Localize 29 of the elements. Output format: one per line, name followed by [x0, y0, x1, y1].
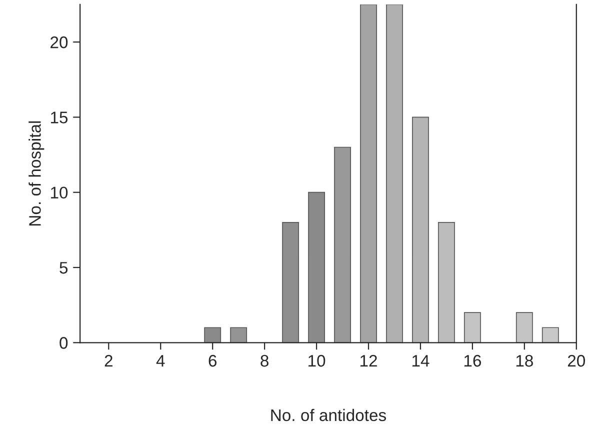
x-tick-label: 14	[412, 355, 430, 367]
bar	[542, 327, 559, 343]
y-axis-title: No. of hospital	[28, 121, 44, 226]
x-tick-label: 4	[156, 355, 165, 367]
x-tick-label: 20	[568, 354, 586, 367]
bar	[204, 327, 222, 343]
bar	[360, 4, 377, 343]
y-tick-label: 0	[60, 337, 68, 349]
y-tick-label: 10	[50, 186, 68, 199]
bar	[464, 312, 481, 343]
x-tick-label: 18	[516, 354, 533, 367]
bar	[308, 192, 326, 343]
x-tick-label: 10	[308, 354, 326, 367]
bar	[334, 146, 351, 343]
y-tick-label: 20	[50, 36, 68, 48]
bar	[282, 222, 300, 343]
x-tick-label: 8	[260, 354, 268, 367]
y-tick-label: 5	[60, 262, 68, 274]
x-tick-label: 16	[464, 354, 481, 367]
x-tick-label: 2	[104, 354, 112, 367]
bar	[230, 327, 248, 343]
y-tick-label: 15	[50, 112, 68, 124]
x-tick-label: 6	[208, 354, 216, 367]
x-axis-title: No. of antidotes	[271, 408, 386, 422]
bar	[438, 222, 455, 343]
bar	[412, 116, 429, 343]
bar	[516, 312, 533, 343]
bar	[386, 4, 403, 343]
x-tick-label: 12	[360, 354, 377, 367]
